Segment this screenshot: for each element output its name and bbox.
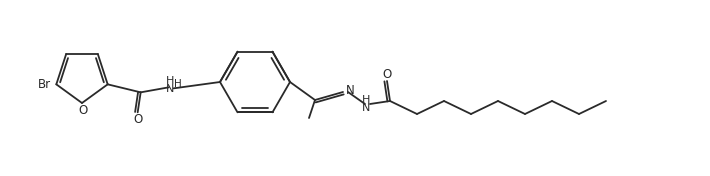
Text: O: O: [383, 68, 392, 80]
Text: H: H: [362, 95, 370, 105]
Text: O: O: [133, 113, 142, 126]
Text: N: N: [165, 84, 174, 94]
Text: O: O: [78, 103, 87, 117]
Text: Br: Br: [38, 78, 51, 91]
Text: N: N: [346, 84, 355, 98]
Text: N: N: [362, 103, 370, 113]
Text: H: H: [174, 79, 182, 89]
Text: H: H: [165, 76, 174, 86]
